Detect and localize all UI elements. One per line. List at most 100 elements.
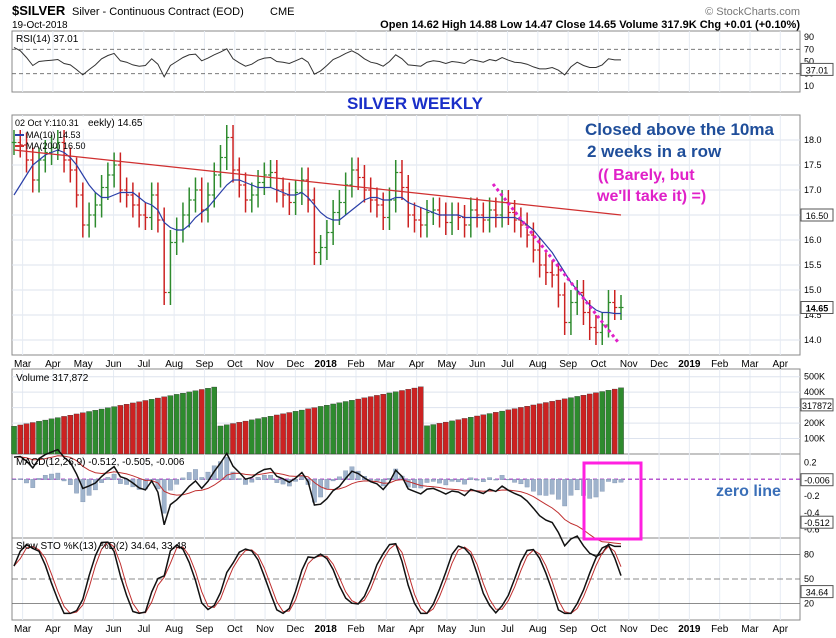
volume-bar <box>155 397 161 455</box>
volume-bar <box>136 401 142 455</box>
x-axis-label: Dec <box>286 359 304 370</box>
ma200-line <box>13 149 622 216</box>
macd-histogram-bar <box>24 479 29 484</box>
x-axis-label-bottom: Feb <box>347 624 365 635</box>
macd-histogram-bar <box>30 479 36 488</box>
volume-bar <box>480 414 487 455</box>
x-axis-label: Mar <box>14 359 32 370</box>
x-axis-label-bottom: Apr <box>773 624 789 635</box>
volume-bar <box>593 392 599 455</box>
macd-histogram-bar <box>180 477 186 480</box>
price-legend-bg <box>14 117 134 129</box>
macd-histogram-bar <box>543 479 549 496</box>
macd-histogram-bar <box>593 479 599 498</box>
x-axis-label: 2019 <box>678 359 701 370</box>
macd-histogram-bar <box>80 479 86 503</box>
volume-bar <box>561 398 568 455</box>
volume-bar <box>518 407 524 455</box>
exchange-label: CME <box>270 6 294 18</box>
macd-tick-label: -0.6 <box>804 525 820 535</box>
volume-bar <box>67 415 74 455</box>
volume-bar <box>17 424 24 455</box>
volume-bar <box>580 395 587 455</box>
zero-line-annotation: zero line <box>716 483 781 500</box>
x-axis-label: Mar <box>378 359 396 370</box>
volume-badge-box <box>800 398 834 412</box>
volume-bar <box>48 418 55 455</box>
volume-bar <box>261 417 268 455</box>
volume-bar <box>349 400 355 455</box>
volume-bar <box>524 406 530 455</box>
volume-bar <box>380 394 386 455</box>
volume-bar <box>186 391 192 455</box>
x-axis-label-bottom: Dec <box>650 624 668 635</box>
volume-bar <box>549 401 555 455</box>
price-legend-title: eekly) 14.65 <box>88 118 143 129</box>
macd-histogram-bar <box>499 475 505 480</box>
macd-tick-label: -0.4 <box>804 508 820 518</box>
ma200-badge: 16.50 <box>806 211 829 221</box>
volume-bar <box>443 421 449 455</box>
macd-histogram-bar <box>337 476 342 480</box>
sto-tick-label: 50 <box>804 574 814 584</box>
volume-bar <box>311 407 318 455</box>
volume-bar <box>173 394 180 455</box>
macd-histogram-bar <box>118 479 123 484</box>
macd-histogram-bar <box>480 479 486 483</box>
volume-bar <box>555 399 562 455</box>
sto-badge-box <box>800 585 834 599</box>
volume-bar <box>161 396 167 455</box>
macd-histogram-bar <box>224 457 230 480</box>
volume-bar <box>236 422 243 455</box>
volume-bar <box>192 390 199 455</box>
x-axis-label-bottom: Apr <box>409 624 425 635</box>
volume-bar <box>355 398 361 455</box>
macd-histogram-bar <box>274 479 280 483</box>
rsi-tick-label: 90 <box>804 32 814 42</box>
macd-histogram-bar <box>249 479 255 483</box>
macd-histogram-bar <box>155 479 161 490</box>
rsi-tick-label: 70 <box>804 44 814 54</box>
volume-bar <box>599 391 605 455</box>
x-axis-label-bottom: Mar <box>14 624 32 635</box>
macd-histogram-bar <box>218 461 223 480</box>
volume-bar <box>130 402 136 455</box>
close-price-badge: 14.65 <box>806 304 829 314</box>
macd-histogram-bar <box>67 479 73 485</box>
x-axis-label-bottom: Aug <box>529 624 547 635</box>
x-axis-label-bottom: Feb <box>711 624 729 635</box>
annotation-closed-above: Closed above the 10ma <box>585 120 775 139</box>
macd-histogram-bar <box>299 475 305 480</box>
volume-bar <box>211 386 217 455</box>
volume-bar <box>367 396 374 455</box>
x-axis-label-bottom: Oct <box>227 624 243 635</box>
macd-signal-line <box>13 455 622 545</box>
macd-histogram-bar <box>568 479 574 496</box>
volume-bar <box>611 388 618 455</box>
macd-histogram-bar <box>17 478 23 480</box>
x-axis-label: Jul <box>501 359 514 370</box>
macd-histogram-bar <box>612 479 618 484</box>
x-axis-label: Feb <box>711 359 729 370</box>
rsi-line <box>13 46 621 78</box>
volume-bar <box>255 418 261 455</box>
x-axis-label: Apr <box>409 359 425 370</box>
x-axis-label: Apr <box>45 359 61 370</box>
macd-histogram-bar <box>468 477 474 480</box>
price-tick-label: 18.0 <box>804 135 822 145</box>
volume-tick-label: 400K <box>804 387 825 397</box>
ma200-badge-box <box>800 208 834 222</box>
volume-bar <box>111 406 117 455</box>
volume-bar <box>205 388 211 455</box>
volume-bar <box>449 420 455 455</box>
x-axis-label-bottom: Aug <box>165 624 183 635</box>
x-axis-label-bottom: Apr <box>45 624 61 635</box>
volume-bar <box>242 420 249 455</box>
x-axis-label: 2018 <box>315 359 338 370</box>
volume-bar <box>543 402 549 455</box>
x-axis-label-bottom: Jul <box>501 624 514 635</box>
rsi-label: RSI(14) 37.01 <box>16 34 79 45</box>
volume-bar <box>224 424 230 455</box>
volume-bar <box>249 419 255 455</box>
macd-hist-badge-box <box>800 473 834 487</box>
